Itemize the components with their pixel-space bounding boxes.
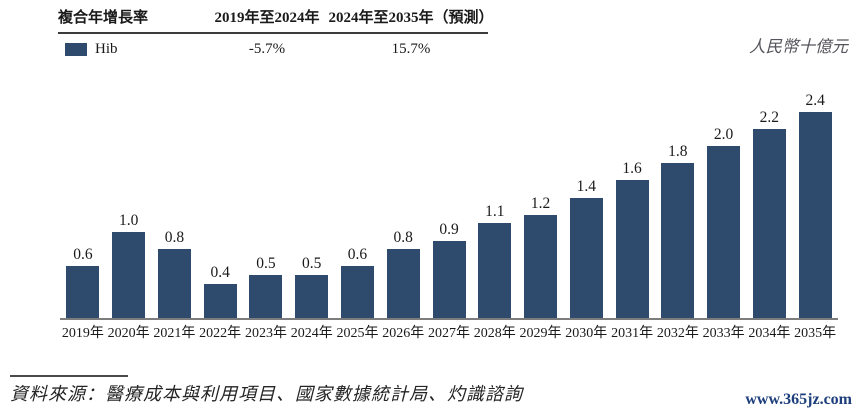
bar (707, 146, 741, 318)
x-axis-tick-label: 2029年 (519, 326, 562, 341)
x-axis-tick-label: 2035年 (794, 326, 837, 341)
bar-chart: 0.6 1.0 0.8 0.4 0.5 0.5 0.6 0.8 0.9 1.1 1.2 1.4 1.6 1… (60, 90, 838, 320)
bar (157, 249, 191, 318)
x-axis-tick-label: 2020年 (107, 326, 150, 341)
x-axis-tick-label: 2027年 (428, 326, 470, 341)
bar (432, 240, 466, 318)
cagr-table-header-row: 複合年增長率 2019年至2024年 2024年至2035年（預測） (58, 9, 496, 28)
cagr-column-2019-2024: 2019年至2024年 (214, 10, 320, 26)
bar-group: 2.2 (746, 90, 792, 318)
bar (615, 180, 649, 318)
x-axis-tick-label: 2031年 (611, 326, 654, 341)
cagr-table-divider (58, 32, 488, 34)
bar (386, 249, 420, 318)
x-axis-tick-label: 2024年 (290, 326, 333, 341)
x-axis-tick-label: 2034年 (748, 326, 791, 341)
source-divider (10, 375, 128, 377)
cagr-value-2024-2035: 15.7% (391, 41, 431, 57)
bar (66, 266, 100, 318)
bar (295, 275, 329, 318)
x-axis-tick-label: 2019年 (61, 326, 104, 341)
bar-group: 1.4 (563, 90, 609, 318)
bar (661, 163, 695, 318)
bar-group: 1.8 (655, 90, 701, 318)
bar-group: 1.0 (106, 90, 152, 318)
bar-value-label: 0.9 (439, 220, 459, 238)
x-axis-tick-label: 2033年 (702, 326, 745, 341)
bar-value-label: 0.6 (73, 246, 93, 264)
cagr-column-2024-2035: 2024年至2035年（預測） (328, 10, 494, 26)
bar-value-label: 0.8 (164, 229, 185, 247)
watermark-link[interactable]: www.365jz.com (745, 391, 852, 408)
bar (249, 275, 283, 318)
bar-group: 0.4 (197, 90, 243, 318)
bar (112, 232, 146, 318)
bar-group: 0.6 (60, 90, 106, 318)
bar-group: 1.6 (609, 90, 655, 318)
bar-value-label: 1.2 (530, 194, 551, 212)
legend-item: Hib (58, 41, 208, 58)
bar (798, 111, 832, 318)
x-axis-tick-label: 2022年 (199, 326, 242, 341)
bar-group: 1.1 (472, 90, 518, 318)
x-axis-labels: 2019年 2020年 2021年 2022年 2023年 2024年 2025年 2026年… (60, 322, 838, 342)
cagr-table-series-row: Hib -5.7% 15.7% (58, 41, 496, 58)
legend-swatch-icon (65, 43, 87, 56)
bar-value-label: 0.4 (210, 263, 230, 281)
cagr-table: 複合年增長率 2019年至2024年 2024年至2035年（預測） Hib -… (58, 9, 496, 58)
bar-value-label: 1.1 (485, 203, 505, 221)
bar-value-label: 2.0 (713, 126, 734, 143)
x-axis-tick-label: 2025年 (336, 326, 379, 341)
x-axis-tick-label: 2021年 (153, 326, 196, 341)
bar-group: 1.2 (518, 90, 564, 318)
cagr-table-title: 複合年增長率 (58, 10, 149, 26)
bar-value-label: 2.4 (805, 91, 825, 109)
x-axis-tick-label: 2030年 (565, 326, 608, 341)
bar (569, 197, 603, 318)
bar-group: 0.5 (243, 90, 289, 318)
bar-value-label: 1.4 (576, 177, 596, 195)
bar-value-label: 0.6 (347, 246, 368, 264)
bar-value-label: 0.8 (393, 229, 413, 247)
bar-group: 0.8 (152, 90, 198, 318)
bar (524, 214, 558, 318)
x-axis-tick-label: 2026年 (382, 326, 425, 341)
x-axis-tick-label: 2032年 (656, 326, 699, 341)
bar-value-label: 1.6 (622, 160, 642, 178)
bar (752, 128, 786, 318)
bar (478, 223, 512, 318)
x-axis-tick-label: 2028年 (473, 326, 516, 341)
bar-group: 0.8 (380, 90, 426, 318)
bar-value-label: 0.5 (256, 255, 276, 272)
bar-value-label: 1.8 (668, 143, 688, 161)
source-note: 資料來源：醫療成本與利用項目、國家數據統計局、灼識諮詢 (10, 384, 523, 404)
bar-group: 2.4 (792, 90, 838, 318)
bar-group: 0.9 (426, 90, 472, 318)
cagr-value-2019-2024: -5.7% (248, 41, 286, 57)
axis-unit-label: 人民幣十億元 (749, 37, 848, 56)
bar-value-label: 1.0 (118, 212, 139, 229)
bar (203, 283, 237, 318)
bar-group: 0.5 (289, 90, 335, 318)
bar-group: 2.0 (701, 90, 747, 318)
x-axis-tick-label: 2023年 (244, 326, 287, 341)
bar-value-label: 2.2 (759, 108, 780, 126)
legend-label: Hib (95, 41, 118, 57)
bar (340, 266, 374, 318)
bar-group: 0.6 (335, 90, 381, 318)
bar-value-label: 0.5 (302, 255, 322, 272)
